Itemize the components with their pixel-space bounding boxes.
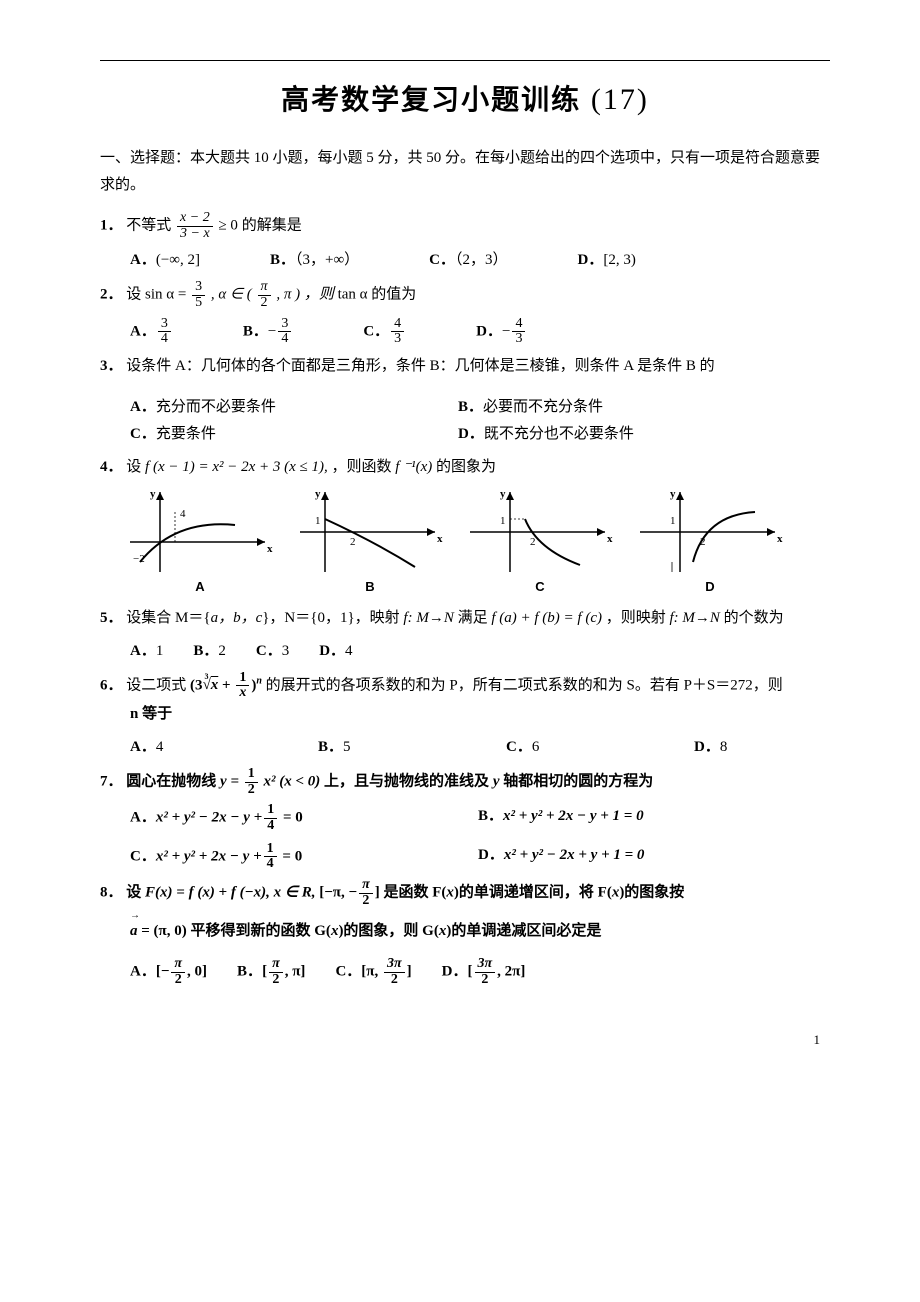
section-instructions: 一、选择题：本大题共 10 小题，每小题 5 分，共 50 分。在每小题给出的四…	[100, 145, 830, 199]
question-2: 2． 设 sin α = 35 , α ∈ ( π2 , π ) ，则 tan …	[100, 280, 830, 310]
top-rule	[100, 60, 830, 61]
page-number: 1	[100, 1028, 830, 1051]
title-main: 高考数学复习小题训练	[281, 84, 581, 115]
q1-ge: ≥ 0	[218, 218, 237, 234]
q1-options: A．(−∞, 2] B．（3，+∞） C．（2，3） D．[2, 3)	[130, 247, 830, 274]
svg-text:y: y	[670, 488, 676, 500]
title-number: (17)	[591, 83, 649, 116]
svg-text:2: 2	[530, 536, 536, 548]
question-1: 1． 不等式 x − 2 3 − x ≥ 0 的解集是	[100, 211, 830, 241]
svg-text:x: x	[607, 533, 613, 545]
svg-text:x: x	[437, 533, 443, 545]
svg-text:1: 1	[500, 515, 506, 527]
q6-options: A．4 B．5 C．6 D．8	[130, 734, 830, 761]
svg-text:x: x	[267, 543, 273, 555]
q2-num: 2．	[100, 287, 123, 303]
svg-text:y: y	[500, 488, 506, 500]
q5-options: A．1 B．2 C．3 D．4	[130, 638, 830, 665]
svg-text:y: y	[150, 488, 156, 500]
q4-graphs: x y 4 −2 A x y 1 2 B x y 1 2	[120, 487, 830, 598]
question-6: 6． 设二项式 (33√x + 1x)n 的展开式的各项系数的和为 P，所有二项…	[100, 671, 830, 728]
svg-text:1: 1	[315, 515, 321, 527]
q2-options: A．34 B．−34 C．43 D．−43	[130, 317, 830, 347]
svg-text:2: 2	[350, 536, 356, 548]
q1-num: 1．	[100, 218, 123, 234]
svg-text:4: 4	[180, 508, 186, 520]
svg-text:x: x	[777, 533, 783, 545]
question-4: 4． 设 f (x − 1) = x² − 2x + 3 (x ≤ 1), ，则…	[100, 454, 830, 481]
q1-fraction: x − 2 3 − x	[177, 211, 213, 241]
question-8: 8． 设 F(x) = f (x) + f (−x), x ∈ R, [−π, …	[100, 878, 830, 945]
q7-options: A．x² + y² − 2x − y +14 = 0 B．x² + y² + 2…	[130, 803, 830, 872]
q1-stem-b: 的解集是	[242, 218, 302, 234]
graph-B: x y 1 2 B	[290, 487, 450, 598]
svg-text:y: y	[315, 488, 321, 500]
q1-stem-a: 不等式	[126, 218, 171, 234]
graph-C: x y 1 2 C	[460, 487, 620, 598]
q3-options: A．充分而不必要条件 B．必要而不充分条件 C．充要条件 D．既不充分也不必要条…	[130, 394, 830, 448]
question-7: 7． 圆心在抛物线 y = 12 x² (x < 0) 上，且与抛物线的准线及 …	[100, 767, 830, 797]
graph-D: x y 1 2 D	[630, 487, 790, 598]
question-3: 3． 设条件 A：几何体的各个面都是三角形，条件 B：几何体是三棱锥，则条件 A…	[100, 353, 830, 380]
page-title: 高考数学复习小题训练 (17)	[100, 73, 830, 127]
question-5: 5． 设集合 M＝{a，b，c}，N＝{0，1}，映射 f: M→N 满足 f …	[100, 605, 830, 632]
graph-A: x y 4 −2 A	[120, 487, 280, 598]
q8-options: A．[−π2, 0] B．[π2, π] C．[π, 3π2] D．[3π2, …	[130, 957, 830, 987]
svg-text:1: 1	[670, 515, 676, 527]
